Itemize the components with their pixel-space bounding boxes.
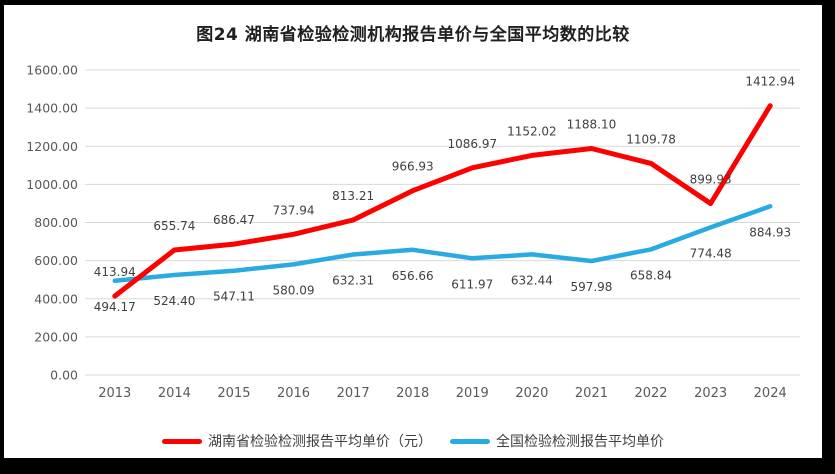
data-label: 899.93 xyxy=(690,172,732,186)
x-axis-label: 2017 xyxy=(337,386,370,401)
data-label: 413.94 xyxy=(94,265,136,279)
data-label: 813.21 xyxy=(332,189,374,203)
series-line xyxy=(112,103,773,299)
data-label: 655.74 xyxy=(153,219,195,233)
data-label: 1086.97 xyxy=(447,137,497,151)
chart-panel: 图24 湖南省检验检测机构报告单价与全国平均数的比较 0.00 200.00 400… xyxy=(4,5,822,458)
x-axis-label: 2024 xyxy=(754,386,787,401)
data-label: 686.47 xyxy=(213,213,255,227)
data-label: 547.11 xyxy=(213,290,255,304)
legend-label: 湖南省检验检测报告平均单价（元） xyxy=(208,434,432,450)
x-axis-label: 2014 xyxy=(158,386,191,401)
data-label: 737.94 xyxy=(273,203,315,217)
x-axis-label: 2021 xyxy=(575,386,608,401)
x-axis-label: 2013 xyxy=(98,386,131,401)
data-label: 658.84 xyxy=(630,268,672,282)
x-axis-label: 2018 xyxy=(396,386,429,401)
y-axis-label: 1000.00 xyxy=(26,177,78,192)
legend-item: 全国检验检测报告平均单价 xyxy=(450,431,664,451)
data-label: 1109.78 xyxy=(626,132,676,146)
data-label: 580.09 xyxy=(273,283,315,297)
data-label: 524.40 xyxy=(153,294,195,308)
data-label: 632.31 xyxy=(332,273,374,287)
data-label: 884.93 xyxy=(749,225,791,239)
x-axis-label: 2016 xyxy=(277,386,310,401)
y-axis-label: 1600.00 xyxy=(26,63,78,78)
y-axis-label: 600.00 xyxy=(34,253,78,268)
y-axis-label: 400.00 xyxy=(34,291,78,306)
data-label: 597.98 xyxy=(570,280,612,294)
x-axis-label: 2023 xyxy=(694,386,727,401)
y-axis-label: 1200.00 xyxy=(26,139,78,154)
data-label: 1412.94 xyxy=(745,75,795,89)
x-axis-label: 2020 xyxy=(515,386,548,401)
data-label: 966.93 xyxy=(392,160,434,174)
data-label: 1188.10 xyxy=(567,118,617,132)
x-axis-label: 2022 xyxy=(634,386,667,401)
legend-label: 全国检验检测报告平均单价 xyxy=(496,434,664,450)
data-label: 774.48 xyxy=(690,246,732,260)
data-label: 632.44 xyxy=(511,273,553,287)
y-axis-label: 800.00 xyxy=(34,215,78,230)
y-axis-label: 1400.00 xyxy=(26,101,78,116)
data-label: 494.17 xyxy=(94,300,136,314)
x-axis-label: 2019 xyxy=(456,386,489,401)
series-line xyxy=(112,204,773,284)
y-axis-label: 200.00 xyxy=(34,329,78,344)
data-label: 656.66 xyxy=(392,269,434,283)
x-axis-label: 2015 xyxy=(217,386,250,401)
data-label: 1152.02 xyxy=(507,124,557,138)
y-axis-label: 0.00 xyxy=(50,368,78,383)
legend-item: 湖南省检验检测报告平均单价（元） xyxy=(162,431,432,451)
chart-title: 图24 湖南省检验检测机构报告单价与全国平均数的比较 xyxy=(196,25,630,45)
legend-swatch xyxy=(450,438,490,444)
legend-swatch xyxy=(162,438,202,444)
legend: 湖南省检验检测报告平均单价（元） 全国检验检测报告平均单价 xyxy=(4,431,822,451)
plot-area: 0.00 200.00 400.00 600.00 800.00 1000.00 1200.… xyxy=(26,63,800,401)
data-label: 611.97 xyxy=(451,277,493,291)
